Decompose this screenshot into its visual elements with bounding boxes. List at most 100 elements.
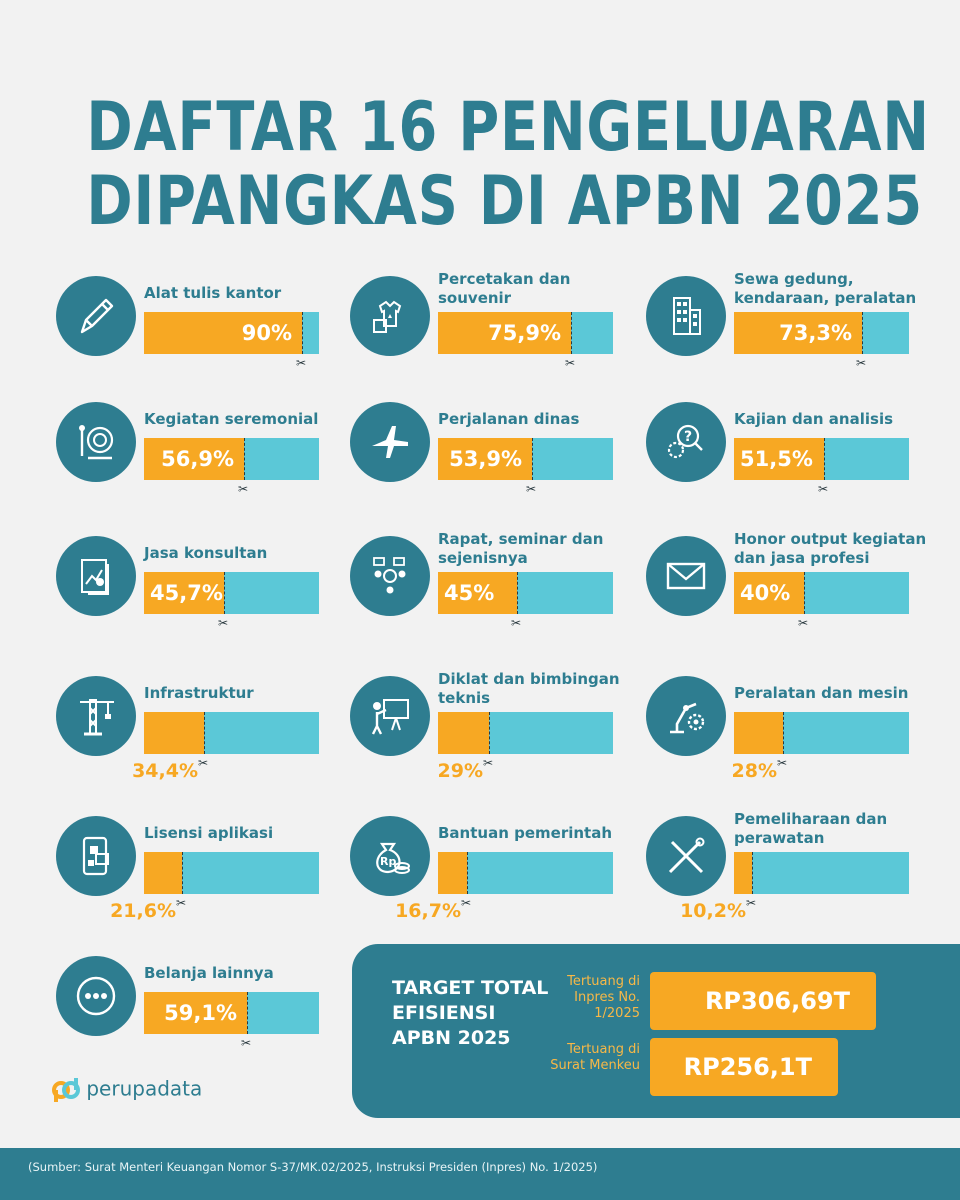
scissors-icon: ✂	[483, 756, 494, 770]
scissors-icon: ✂	[526, 482, 537, 496]
item-bar: ✂ 56,9%	[144, 438, 319, 496]
item-percent: 21,6%	[110, 900, 176, 922]
airplane-icon	[372, 426, 408, 458]
item-icon-circle	[56, 956, 136, 1036]
cut-line	[302, 312, 303, 354]
item-percent: 45%	[444, 581, 495, 605]
source-text: (Sumber: Surat Menteri Keuangan Nomor S-…	[28, 1160, 598, 1174]
expense-item: Kegiatan seremonial ✂ 56,9%	[56, 398, 346, 518]
more-dots-icon	[76, 976, 116, 1016]
expense-item: Lisensi aplikasi ✂ 21,6%	[56, 812, 346, 932]
cut-line	[489, 712, 490, 754]
crane-icon	[80, 699, 114, 736]
meeting-icon	[373, 557, 406, 594]
item-icon-circle	[350, 402, 430, 482]
cut-line	[571, 312, 572, 354]
item-icon-circle	[646, 676, 726, 756]
item-bar: ✂ 10,2%	[680, 852, 909, 922]
item-label: Sewa gedung, kendaraan, peralatan	[734, 270, 917, 307]
item-bar: ✂ 40%	[734, 572, 909, 630]
scissors-icon: ✂	[218, 616, 229, 630]
svg-text:?: ?	[684, 429, 692, 445]
inpres-note: Tertuang di Inpres No. 1/2025	[567, 974, 640, 1021]
cut-line	[244, 438, 245, 480]
scissors-icon: ✂	[777, 756, 788, 770]
item-percent: 51,5%	[740, 447, 813, 471]
item-bar: ✂ 21,6%	[110, 852, 319, 922]
building-icon	[673, 297, 701, 335]
scissors-icon: ✂	[238, 482, 249, 496]
item-label: Kajian dan analisis	[734, 410, 894, 428]
expense-item: ? Kajian dan analisis ✂ 51,5%	[646, 398, 936, 518]
item-label: Rapat, seminar dan sejenisnya	[438, 530, 604, 567]
expense-item: Peralatan dan mesin ✂ 28%	[646, 672, 936, 792]
item-icon-circle	[646, 536, 726, 616]
cut-line	[224, 572, 225, 614]
presentation-icon	[371, 699, 409, 735]
item-icon-circle	[56, 402, 136, 482]
expense-item: Rp Bantuan pemerintah ✂ 16,7%	[350, 812, 640, 932]
item-bar-fill	[734, 712, 783, 754]
pen-icon	[80, 298, 114, 334]
cut-line	[467, 852, 468, 894]
scissors-icon: ✂	[746, 896, 757, 910]
item-icon-circle	[646, 276, 726, 356]
scissors-icon: ✂	[461, 896, 472, 910]
report-chart-icon	[81, 559, 109, 595]
expense-item: Rapat, seminar dan sejenisnya ✂ 45%	[350, 530, 640, 652]
robot-arm-icon	[670, 702, 705, 734]
cut-line	[182, 852, 183, 894]
item-icon-circle	[56, 536, 136, 616]
cut-line	[783, 712, 784, 754]
item-percent: 73,3%	[779, 321, 852, 345]
cut-line	[862, 312, 863, 354]
title-line-2: DIPANGKAS DI APBN 2025	[86, 162, 923, 241]
item-bar-fill	[144, 438, 244, 480]
cut-line	[517, 572, 518, 614]
item-percent: 10,2%	[680, 900, 746, 922]
item-label: Perjalanan dinas	[438, 410, 580, 428]
item-bar-fill	[438, 438, 532, 480]
logo-text: perupadata	[86, 1076, 203, 1101]
item-percent: 56,9%	[161, 447, 234, 471]
scissors-icon: ✂	[198, 756, 209, 770]
item-label: Honor output kegiatan dan jasa profesi	[734, 530, 927, 567]
item-label: Kegiatan seremonial	[144, 410, 319, 428]
item-icon-circle	[56, 816, 136, 896]
smartphone-apps-icon	[82, 836, 109, 876]
item-bar-fill	[144, 312, 302, 354]
item-bar: ✂ 90%	[144, 312, 319, 370]
expense-item: Pemeliharaan dan perawatan ✂ 10,2%	[646, 810, 936, 932]
item-label: Pemeliharaan dan perawatan	[734, 810, 888, 847]
expense-item: Infrastruktur ✂ 34,4%	[56, 672, 346, 792]
item-bar-fill	[144, 572, 224, 614]
item-label: Alat tulis kantor	[144, 284, 282, 302]
expense-item: Sewa gedung, kendaraan, peralatan ✂ 73,3%	[646, 270, 936, 392]
item-icon-circle	[56, 276, 136, 356]
item-icon-circle	[646, 816, 726, 896]
expense-item: Jasa konsultan ✂ 45,7%	[56, 532, 346, 652]
item-bar-fill	[144, 852, 182, 894]
expense-item: Perjalanan dinas ✂ 53,9%	[350, 398, 640, 518]
scissors-icon: ✂	[818, 482, 829, 496]
expense-item: Percetakan dan souvenir ✂ 75,9%	[350, 270, 640, 392]
scissors-icon: ✂	[241, 1036, 252, 1050]
inpres-value: RP306,69T	[650, 972, 876, 1030]
expense-item: Belanja lainnya ✂ 59,1%	[56, 952, 346, 1072]
wrench-screwdriver-icon	[668, 837, 705, 874]
item-icon-circle	[350, 676, 430, 756]
item-icon-circle	[350, 536, 430, 616]
cut-line	[532, 438, 533, 480]
item-bar-fill	[734, 852, 752, 894]
item-percent: 45,7%	[150, 581, 223, 605]
title-line-1: DAFTAR 16 PENGELUARAN	[86, 88, 930, 167]
scissors-icon: ✂	[176, 896, 187, 910]
svg-text:Rp: Rp	[380, 855, 396, 868]
item-label: Belanja lainnya	[144, 964, 274, 982]
item-icon-circle	[350, 276, 430, 356]
item-bar: ✂ 45,7%	[144, 572, 319, 630]
item-bar: ✂ 45%	[438, 572, 613, 630]
target-panel: TARGET TOTAL EFISIENSI APBN 2025 Tertuan…	[352, 944, 960, 1118]
envelope-icon	[666, 562, 706, 590]
item-bar-fill	[438, 572, 517, 614]
